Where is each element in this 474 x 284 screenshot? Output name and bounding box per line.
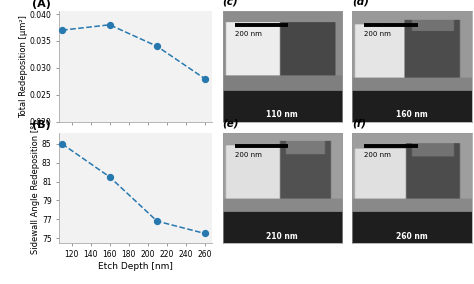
Point — [201, 76, 209, 81]
Point — [106, 175, 113, 179]
Text: (A): (A) — [32, 0, 51, 9]
Y-axis label: Sidewall Angle Redeposition [°]: Sidewall Angle Redeposition [°] — [31, 122, 40, 254]
Point — [58, 142, 66, 146]
Point — [58, 28, 66, 32]
Point — [106, 22, 113, 27]
Point — [153, 44, 161, 49]
Point — [201, 231, 209, 236]
Text: 200 nm: 200 nm — [365, 31, 391, 37]
Text: 260 nm: 260 nm — [396, 232, 428, 241]
Text: 210 nm: 210 nm — [266, 232, 298, 241]
Text: 160 nm: 160 nm — [396, 110, 428, 120]
Text: (f): (f) — [352, 118, 366, 128]
Text: 200 nm: 200 nm — [235, 31, 262, 37]
Text: (B): (B) — [32, 120, 50, 130]
Point — [153, 219, 161, 224]
Text: 110 nm: 110 nm — [266, 110, 298, 120]
Text: (e): (e) — [223, 118, 239, 128]
Text: (c): (c) — [223, 0, 238, 7]
Y-axis label: Total Redeposition [µm²]: Total Redeposition [µm²] — [18, 15, 27, 118]
Text: 200 nm: 200 nm — [365, 153, 391, 158]
Text: (d): (d) — [352, 0, 369, 7]
X-axis label: Etch Depth [nm]: Etch Depth [nm] — [98, 262, 173, 271]
Text: 200 nm: 200 nm — [235, 153, 262, 158]
